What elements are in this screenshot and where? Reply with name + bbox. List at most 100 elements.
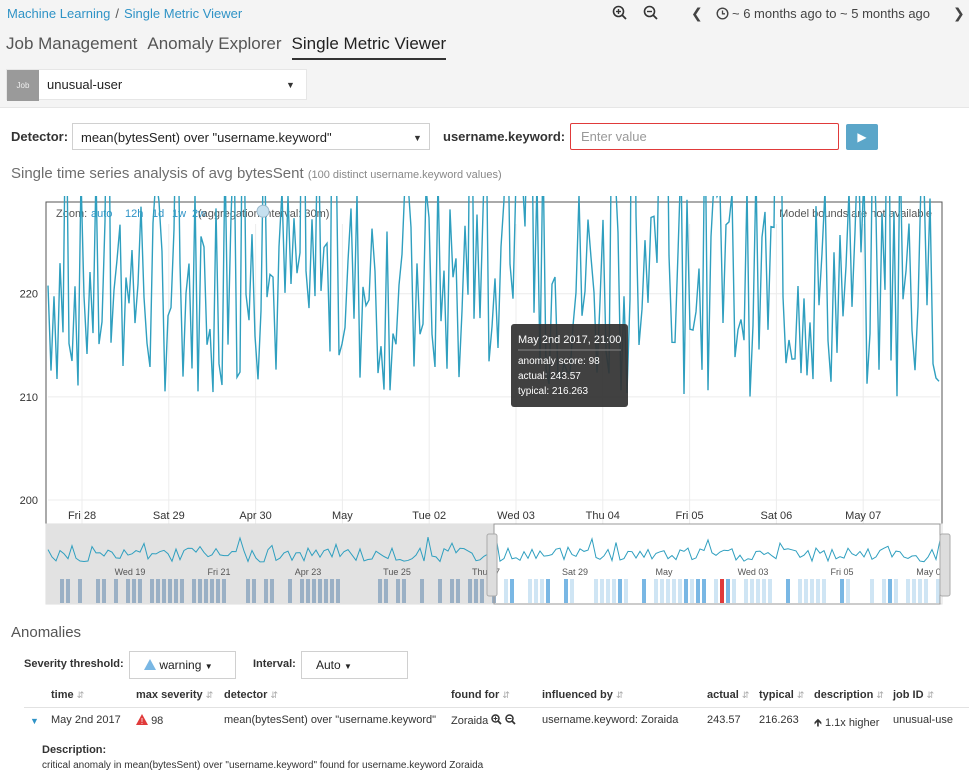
filter-out-icon[interactable] bbox=[505, 714, 517, 725]
next-time-icon[interactable]: ❯ bbox=[953, 5, 965, 21]
swimlane-bar bbox=[504, 579, 508, 603]
breadcrumb-root[interactable]: Machine Learning bbox=[7, 6, 111, 21]
swimlane-bar bbox=[672, 579, 676, 603]
arrow-up-icon: 🡹 bbox=[814, 717, 822, 729]
x-tick-label: Thu 04 bbox=[586, 510, 620, 522]
prev-time-icon[interactable]: ❮ bbox=[691, 5, 703, 21]
swimlane-bar bbox=[138, 579, 142, 603]
entity-input[interactable]: Enter value bbox=[570, 123, 839, 150]
swimlane-bar bbox=[714, 579, 718, 603]
zoom-option-12h[interactable]: 12h bbox=[125, 208, 143, 220]
tab-job-management[interactable]: Job Management bbox=[6, 34, 138, 53]
tab-single-metric-viewer[interactable]: Single Metric Viewer bbox=[291, 34, 447, 60]
zoom-option-1d[interactable]: 1d bbox=[152, 208, 164, 220]
swimlane-bar bbox=[816, 579, 820, 603]
col-detector[interactable]: detector ⇵ bbox=[224, 689, 279, 701]
detector-select[interactable]: mean(bytesSent) over "username.keyword" … bbox=[72, 123, 430, 150]
job-selector[interactable]: Job unusual-user ▼ bbox=[6, 69, 307, 101]
zoom-in-icon[interactable] bbox=[612, 5, 628, 21]
swimlane-bar bbox=[564, 579, 568, 603]
swimlane-bar bbox=[804, 579, 808, 603]
y-axis: 200210220230240250260270280 bbox=[20, 196, 38, 507]
description-label: Description: bbox=[42, 744, 107, 756]
play-button[interactable]: ▶ bbox=[846, 124, 878, 150]
job-value: unusual-user bbox=[47, 77, 123, 92]
swimlane-bar bbox=[246, 579, 250, 603]
context-x-label: Tue 25 bbox=[383, 567, 411, 577]
swimlane-bar bbox=[450, 579, 454, 603]
swimlane-bar bbox=[786, 579, 790, 603]
series-line bbox=[47, 196, 940, 397]
swimlane-bar bbox=[840, 579, 844, 603]
swimlane-bar bbox=[624, 579, 628, 603]
swimlane-bar bbox=[642, 579, 646, 603]
context-x-label: Fri 05 bbox=[830, 567, 853, 577]
y-tick-label: 200 bbox=[20, 495, 38, 507]
analysis-subtitle: (100 distinct username.keyword values) bbox=[307, 169, 502, 181]
tab-anomaly-explorer[interactable]: Anomaly Explorer bbox=[147, 34, 282, 53]
col-job-id-label: job ID bbox=[893, 689, 924, 701]
swimlane-bar bbox=[762, 579, 766, 603]
swimlane-bar bbox=[732, 579, 736, 603]
row-found-for: Zoraida bbox=[451, 714, 517, 727]
swimlane-bar bbox=[126, 579, 130, 603]
col-time[interactable]: time ⇵ bbox=[51, 689, 85, 701]
swimlane-bar bbox=[210, 579, 214, 603]
tooltip-typical: typical: 216.263 bbox=[518, 386, 588, 397]
context-x-label: Apr 23 bbox=[295, 567, 322, 577]
col-severity[interactable]: max severity ⇵ bbox=[136, 689, 214, 701]
filter-in-icon[interactable] bbox=[491, 714, 502, 725]
tooltip-box bbox=[511, 324, 628, 407]
time-range[interactable]: ~ 6 months ago to ~ 5 months ago bbox=[732, 6, 931, 21]
col-job-id[interactable]: job ID ⇵ bbox=[893, 689, 935, 701]
swimlane-bar bbox=[330, 579, 334, 603]
swimlane-bar bbox=[744, 579, 748, 603]
row-influenced-by: username.keyword: Zoraida bbox=[542, 714, 679, 726]
swimlane-bar bbox=[894, 579, 898, 603]
col-actual[interactable]: actual ⇵ bbox=[707, 689, 750, 701]
expand-row-icon[interactable]: ▼ bbox=[30, 716, 39, 726]
description-text: critical anomaly in mean(bytesSent) over… bbox=[42, 760, 484, 771]
swimlane-bar bbox=[96, 579, 100, 603]
breadcrumb-current[interactable]: Single Metric Viewer bbox=[123, 6, 243, 21]
y-tick-label: 220 bbox=[20, 289, 38, 301]
row-description: 🡹 1.1x higher bbox=[814, 714, 879, 733]
row-job-id: unusual-use bbox=[893, 714, 953, 726]
swimlane-bar bbox=[936, 579, 940, 603]
col-severity-label: max severity bbox=[136, 689, 203, 701]
severity-select[interactable]: warning ▼ bbox=[129, 651, 236, 679]
col-influenced-by[interactable]: influenced by ⇵ bbox=[542, 689, 624, 701]
zoom-out-icon[interactable] bbox=[643, 5, 659, 21]
brush-handle-left[interactable] bbox=[486, 533, 498, 597]
y-tick-label: 210 bbox=[20, 392, 38, 404]
swimlane-bar bbox=[684, 579, 688, 603]
swimlane-bar bbox=[678, 579, 682, 603]
col-typical[interactable]: typical ⇵ bbox=[759, 689, 805, 701]
swimlane-bar bbox=[918, 579, 922, 603]
swimlane-bar bbox=[402, 579, 406, 603]
swimlane-bar bbox=[198, 579, 202, 603]
swimlane-bar bbox=[288, 579, 292, 603]
time-series-chart: Zoom: auto 12h 1d 1w 2w (aggregation interva… bbox=[20, 196, 951, 605]
table-divider bbox=[24, 707, 969, 708]
swimlane-bar bbox=[270, 579, 274, 603]
swimlane-bar bbox=[798, 579, 802, 603]
col-description[interactable]: description ⇵ bbox=[814, 689, 884, 701]
swimlane-bar bbox=[924, 579, 928, 603]
header: Machine Learning / Single Metric Viewer ❮ … bbox=[0, 0, 969, 108]
row-detector: mean(bytesSent) over "username.keyword" bbox=[224, 714, 437, 726]
swimlane-bar bbox=[480, 579, 484, 603]
swimlane-bar bbox=[888, 579, 892, 603]
context-x-label: Wed 19 bbox=[115, 567, 146, 577]
swimlane-bar bbox=[510, 579, 514, 603]
analysis-title-text: Single time series analysis of avg bytes… bbox=[11, 165, 304, 182]
col-found-for-label: found for bbox=[451, 689, 500, 701]
col-found-for[interactable]: found for ⇵ bbox=[451, 689, 510, 701]
col-typical-label: typical bbox=[759, 689, 794, 701]
interval-select[interactable]: Auto ▼ bbox=[301, 651, 408, 679]
swimlane-bar bbox=[156, 579, 160, 603]
brush-handle-right[interactable] bbox=[939, 533, 951, 597]
row-description-value: 1.1x higher bbox=[824, 717, 880, 729]
swimlane-bar bbox=[612, 579, 616, 603]
swimlane-critical-bar bbox=[720, 579, 724, 603]
